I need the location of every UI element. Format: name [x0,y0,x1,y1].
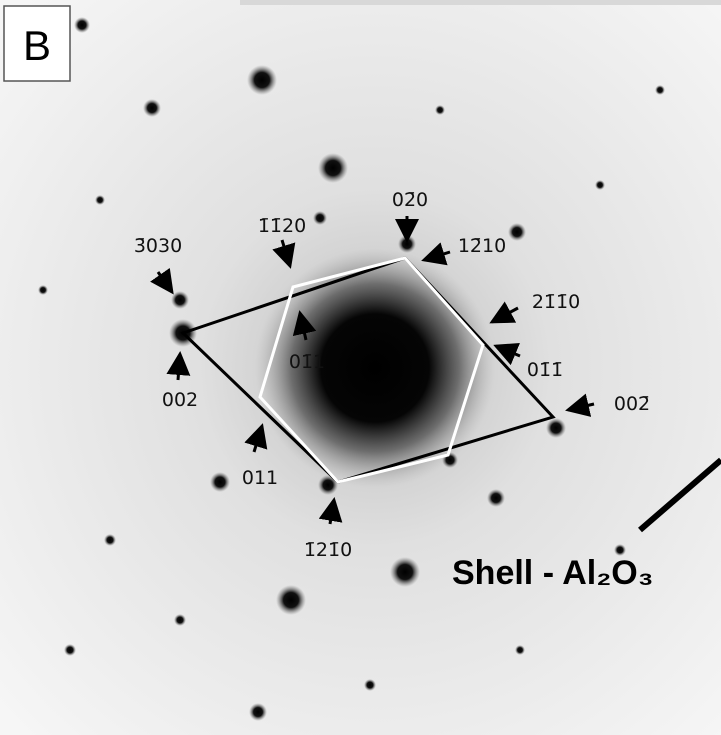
label: 01̄1̄ [527,359,563,381]
label: 01̄1 [289,351,325,373]
label: 1̄1̄20 [258,215,306,237]
border-strip [240,0,721,5]
label: 12̄10 [458,235,506,257]
label: 002 [162,389,198,411]
label: 002̄ [614,393,650,415]
label: 21̄1̄0 [532,291,580,313]
label: 011 [242,467,278,489]
page: {"panel": {"label": "B"}, "labels": ["3̄… [0,0,721,735]
label: 3̄030 [134,235,182,257]
panel-label: B [23,22,51,69]
diffraction-pattern: B 3̄030 1̄1̄20 02̄0 12̄10 21̄1̄0 01̄1 01… [0,0,721,735]
shell-annotation: Shell - Al₂O₃ [452,554,653,592]
label: 1̄21̄0 [304,539,352,561]
label: 02̄0 [392,189,428,211]
